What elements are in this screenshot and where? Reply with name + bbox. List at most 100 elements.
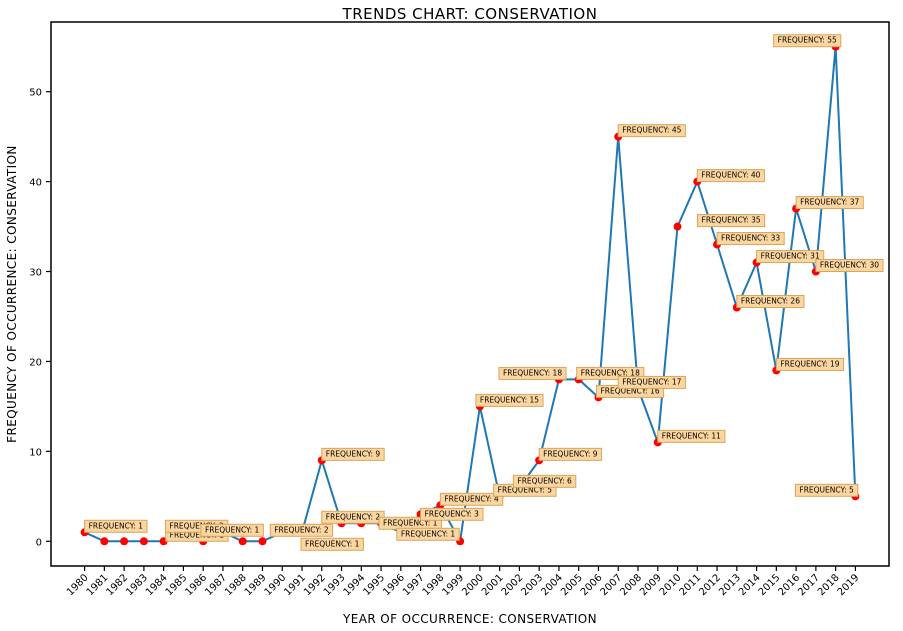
x-tick-label: 1989 <box>243 572 269 598</box>
annotation-box <box>617 375 686 389</box>
annotation-text: FREQUENCY: 2 <box>169 521 224 530</box>
annotation-box <box>773 34 842 48</box>
annotation-box <box>696 169 765 183</box>
annotation-text: FREQUENCY: 9 <box>543 449 598 458</box>
annotation-label: FREQUENCY: 1 <box>300 537 364 551</box>
x-tick-label: 2009 <box>638 572 664 598</box>
x-tick-label: 2010 <box>658 572 684 598</box>
annotation-label: FREQUENCY: 1 <box>84 519 148 533</box>
x-tick-label: 1996 <box>381 572 407 598</box>
annotation-text: FREQUENCY: 40 <box>701 171 760 180</box>
annotation-label: FREQUENCY: 6 <box>512 474 577 488</box>
x-tick-label: 2001 <box>480 572 506 598</box>
x-tick-label: 1995 <box>361 572 387 598</box>
annotation-label: FREQUENCY: 1 <box>396 527 460 541</box>
annotation-text: FREQUENCY: 1 <box>89 521 144 530</box>
annotation-label: FREQUENCY: 18 <box>498 366 567 380</box>
x-tick-label: 2003 <box>520 572 546 598</box>
annotation-box <box>420 507 484 521</box>
x-tick-label: 1990 <box>263 572 289 598</box>
annotation-label: FREQUENCY: 35 <box>697 214 766 228</box>
x-tick-label: 2008 <box>618 572 644 598</box>
annotation-label: FREQUENCY: 11 <box>657 429 726 443</box>
x-tick-label: 1987 <box>203 572 229 598</box>
annotation-label: FREQUENCY: 15 <box>475 393 544 407</box>
annotation-text: FREQUENCY: 6 <box>517 476 572 485</box>
annotation-box <box>396 527 460 541</box>
x-tick-label: 2016 <box>776 572 802 598</box>
annotation-text: FREQUENCY: 11 <box>662 431 721 440</box>
annotation-box <box>716 232 785 246</box>
annotation-text: FREQUENCY: 16 <box>600 386 659 395</box>
annotation-label: FREQUENCY: 37 <box>795 196 864 210</box>
x-tick-label: 1999 <box>440 572 466 598</box>
annotation-box <box>498 366 567 380</box>
annotation-box <box>269 523 334 537</box>
y-tick-label: 50 <box>29 88 42 99</box>
annotation-text: FREQUENCY: 15 <box>480 395 539 404</box>
annotation-box <box>795 196 864 210</box>
x-tick-label: 1998 <box>421 572 447 598</box>
data-point <box>139 537 148 546</box>
annotation-box <box>475 393 544 407</box>
annotation-label: FREQUENCY: 40 <box>696 169 765 183</box>
x-tick-label: 2014 <box>737 572 763 598</box>
x-tick-label: 2007 <box>599 572 625 598</box>
annotation-box <box>657 429 726 443</box>
annotation-text: FREQUENCY: 2 <box>274 525 329 534</box>
annotation-text: FREQUENCY: 18 <box>503 368 562 377</box>
annotation-box <box>538 447 603 461</box>
annotation-box <box>775 357 845 371</box>
x-tick-label: 2011 <box>678 572 704 598</box>
series-line <box>84 46 857 545</box>
x-tick-label: 1986 <box>184 572 210 598</box>
x-tick-label: 1991 <box>282 572 308 598</box>
y-tick-label: 30 <box>29 268 42 279</box>
annotation-label: FREQUENCY: 9 <box>321 447 385 461</box>
annotation-label: FREQUENCY: 3 <box>420 507 484 521</box>
annotation-text: FREQUENCY: 2 <box>326 512 381 521</box>
data-point <box>120 537 129 546</box>
annotation-text: FREQUENCY: 31 <box>761 252 820 261</box>
chart-title: TRENDS CHART: CONSERVATION <box>342 5 598 23</box>
annotation-box <box>200 523 264 537</box>
annotation-box <box>794 483 859 497</box>
x-tick-label: 2018 <box>816 572 842 598</box>
annotation-text: FREQUENCY: 35 <box>702 216 761 225</box>
x-tick-label: 2004 <box>539 572 565 598</box>
annotation-text: FREQUENCY: 5 <box>799 485 854 494</box>
annotation-text: FREQUENCY: 55 <box>778 36 837 45</box>
x-tick-label: 2002 <box>500 572 526 598</box>
y-axis: 0 10 20 30 40 50 <box>29 88 51 548</box>
annotation-text: FREQUENCY: 1 <box>305 539 360 548</box>
y-tick-label: 10 <box>29 447 42 458</box>
x-tick-label: 1984 <box>144 572 170 598</box>
annotation-text: FREQUENCY: 5 <box>498 485 553 494</box>
x-tick-label: 1980 <box>65 572 91 598</box>
plot-frame <box>50 21 890 567</box>
annotation-text: FREQUENCY: 19 <box>780 359 839 368</box>
annotation-text: FREQUENCY: 4 <box>444 494 499 503</box>
annotation-text: FREQUENCY: 9 <box>326 449 381 458</box>
annotation-box <box>736 294 805 308</box>
x-tick-label: 2006 <box>579 572 605 598</box>
annotation-text: FREQUENCY: 17 <box>622 377 681 386</box>
annotation-text: FREQUENCY: 1 <box>383 518 438 527</box>
annotation-label: FREQUENCY: 55 <box>773 34 842 48</box>
annotation-text: FREQUENCY: 1 <box>205 525 260 534</box>
x-tick-label: 1992 <box>302 572 328 598</box>
x-tick-label: 2005 <box>559 572 585 598</box>
x-axis: 1980198119821983198419851986198719881989… <box>65 566 862 598</box>
annotation-box <box>300 537 364 551</box>
annotation-text: FREQUENCY: 26 <box>741 296 800 305</box>
annotation-label: FREQUENCY: 33 <box>716 232 785 246</box>
annotation-label: FREQUENCY: 26 <box>736 294 805 308</box>
y-tick-label: 40 <box>29 178 42 189</box>
y-tick-label: 20 <box>29 357 42 368</box>
annotation-text: FREQUENCY: 30 <box>820 261 879 270</box>
x-tick-label: 1993 <box>322 572 348 598</box>
data-point <box>238 537 247 546</box>
annotation-label: FREQUENCY: 1 <box>200 523 264 537</box>
annotation-text: FREQUENCY: 1 <box>401 529 456 538</box>
